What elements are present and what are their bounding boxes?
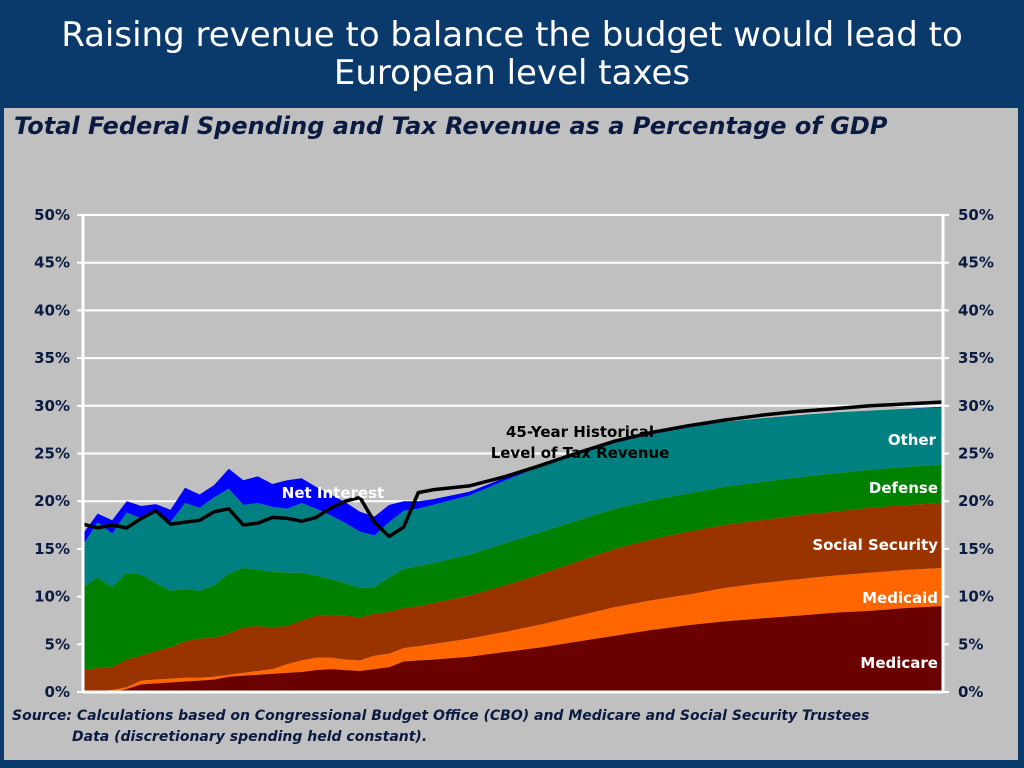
area-medicare (83, 606, 943, 692)
revenue-line (82, 400, 944, 539)
y-tick-label-right: 40% (958, 301, 994, 319)
source-line2: Data (discretionary spending held consta… (72, 729, 428, 745)
y-tick-label-right: 35% (958, 349, 994, 367)
label-net-interest: Net Interest (282, 484, 384, 502)
y-tick-label-left: 35% (34, 349, 70, 367)
y-tick-label-left: 15% (34, 540, 70, 558)
y-tick-label-right: 20% (958, 492, 994, 510)
area-series (83, 406, 943, 692)
label-medicare: Medicare (860, 654, 938, 672)
source-note: Source: Calculations based on Congressio… (12, 706, 1012, 748)
label-social-security: Social Security (812, 536, 938, 554)
y-tick-label-right: 10% (958, 588, 994, 606)
area-net-interest (83, 406, 943, 546)
y-tick-label-left: 0% (45, 683, 70, 701)
y-tick-label-left: 40% (34, 301, 70, 319)
axes: 0% 0% 5% 5% 10% 10% 15% 15% 20% 20% 25% 25% 30% 30% 35… (34, 206, 994, 701)
y-tick-label-right: 5% (958, 635, 983, 653)
slide-title-line2: European level taxes (333, 53, 691, 93)
y-tick-label-right: 15% (958, 540, 994, 558)
series-labels: Medicare Medicaid Social Security Defense Ot… (282, 423, 938, 672)
slide-title-line1: Raising revenue to balance the budget wo… (61, 15, 963, 55)
area-medicaid (83, 568, 943, 692)
y-tick-label-left: 25% (34, 445, 70, 463)
y-tick-label-left: 30% (34, 397, 70, 415)
label-defense: Defense (869, 479, 938, 497)
y-tick-label-right: 45% (958, 254, 994, 272)
area-other (83, 407, 943, 591)
label-other: Other (888, 431, 937, 449)
y-tick-label-left: 45% (34, 254, 70, 272)
label-revenue-line2: Level of Tax Revenue (491, 444, 670, 462)
revenue-line-group (82, 400, 944, 539)
y-tick-label-right: 50% (958, 206, 994, 224)
y-tick-label-left: 10% (34, 588, 70, 606)
area-social-security (83, 503, 943, 692)
y-tick-label-right: 25% (958, 445, 994, 463)
y-tick-label-left: 50% (34, 206, 70, 224)
area-defense (83, 464, 943, 671)
chart-title: Total Federal Spending and Tax Revenue a… (14, 112, 888, 140)
label-revenue-line1: 45-Year Historical (506, 423, 654, 441)
source-line1: Source: Calculations based on Congressio… (12, 708, 870, 724)
slide-title: Raising revenue to balance the budget wo… (0, 16, 1024, 92)
y-tick-label-left: 20% (34, 492, 70, 510)
y-tick-label-right: 30% (958, 397, 994, 415)
y-tick-label-right: 0% (958, 683, 983, 701)
label-medicaid: Medicaid (862, 589, 938, 607)
y-tick-label-left: 5% (45, 635, 70, 653)
